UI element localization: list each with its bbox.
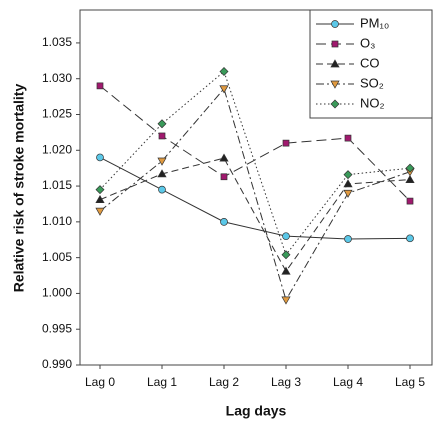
series-line <box>99 87 411 302</box>
marker <box>95 185 105 195</box>
series-line <box>99 70 411 256</box>
marker <box>343 179 353 188</box>
marker <box>405 174 415 183</box>
marker <box>157 157 167 166</box>
y-tick-label: 1.030 <box>42 71 72 85</box>
y-tick-label: 1.005 <box>42 250 72 264</box>
marker <box>331 20 339 28</box>
marker <box>95 194 105 204</box>
marker <box>406 234 414 243</box>
marker <box>219 67 229 77</box>
x-tick-label: Lag 1 <box>147 375 177 389</box>
series-line <box>99 157 411 273</box>
legend-label: NO₂ <box>360 95 385 110</box>
y-axis-label: Relative risk of stroke mortality <box>11 84 27 293</box>
series-line <box>99 85 411 202</box>
marker <box>343 189 353 198</box>
marker <box>344 134 352 142</box>
legend-label: O₃ <box>360 35 375 50</box>
marker <box>281 296 291 305</box>
marker <box>158 185 166 194</box>
marker <box>219 153 229 162</box>
x-tick-label: Lag 5 <box>395 375 425 389</box>
marker <box>96 153 104 162</box>
marker <box>331 40 339 48</box>
x-tick-label: Lag 3 <box>271 375 301 389</box>
y-tick-label: 1.015 <box>42 178 72 192</box>
x-tick-label: Lag 2 <box>209 375 239 389</box>
x-axis-label: Lag days <box>226 403 287 419</box>
marker <box>405 163 415 173</box>
x-tick-label: Lag 4 <box>333 375 363 389</box>
marker <box>281 266 291 275</box>
marker <box>95 207 105 216</box>
legend-label: SO₂ <box>360 75 384 90</box>
marker <box>330 80 340 89</box>
y-tick-label: 1.035 <box>42 35 72 49</box>
x-tick-label: Lag 0 <box>85 375 115 389</box>
marker <box>344 235 352 243</box>
y-tick-label: 1.010 <box>42 214 72 228</box>
legend-label: PM₁₀ <box>360 15 389 30</box>
marker <box>330 99 340 109</box>
marker <box>158 132 166 140</box>
marker <box>406 197 414 205</box>
y-tick-label: 1.020 <box>42 142 72 156</box>
plot-frame <box>79 9 433 366</box>
marker <box>330 59 340 68</box>
y-tick-label: 1.025 <box>42 107 72 121</box>
y-tick-label: 0.990 <box>42 357 72 371</box>
marker <box>343 170 353 180</box>
series-line <box>99 156 411 240</box>
marker <box>281 250 291 260</box>
marker <box>220 173 228 181</box>
marker <box>220 218 228 226</box>
marker <box>282 139 290 147</box>
y-tick-label: 1.000 <box>42 286 72 300</box>
y-tick-label: 0.995 <box>42 321 72 335</box>
legend-label: CO <box>360 55 380 70</box>
marker <box>157 169 167 178</box>
marker <box>282 232 290 241</box>
marker <box>219 85 229 94</box>
marker <box>157 119 167 129</box>
marker <box>96 82 104 90</box>
